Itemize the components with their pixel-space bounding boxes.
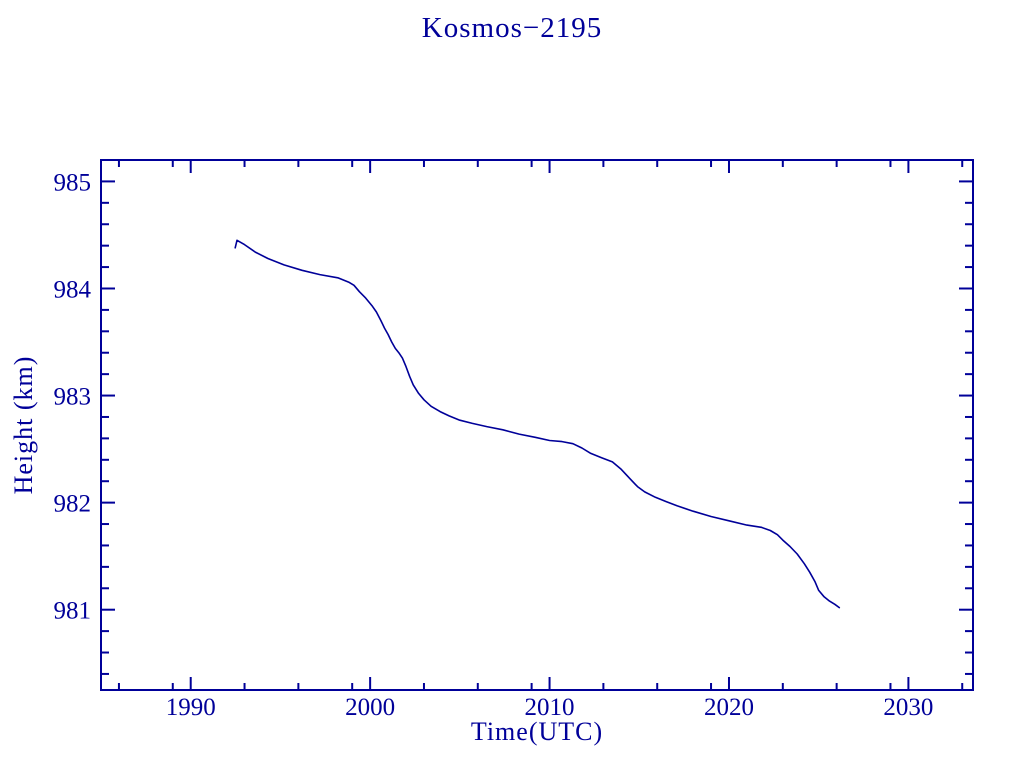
- y-axis-label: Height (km): [9, 355, 38, 495]
- y-tick-label: 983: [54, 384, 92, 411]
- plot-frame: [100, 159, 974, 691]
- chart-title: Kosmos−2195: [421, 12, 603, 44]
- y-tick-label: 982: [54, 491, 92, 518]
- x-axis-label: Time(UTC): [470, 717, 604, 746]
- y-tick-label: 981: [54, 598, 92, 625]
- x-tick-label: 2010: [525, 694, 575, 721]
- x-tick-label: 2030: [883, 694, 933, 721]
- x-tick-label: 2020: [704, 694, 754, 721]
- y-tick-label: 985: [54, 169, 92, 196]
- x-tick-label: 1990: [166, 694, 216, 721]
- height-curve: [234, 239, 841, 609]
- y-tick-label: 984: [54, 276, 92, 303]
- x-tick-label: 2000: [345, 694, 395, 721]
